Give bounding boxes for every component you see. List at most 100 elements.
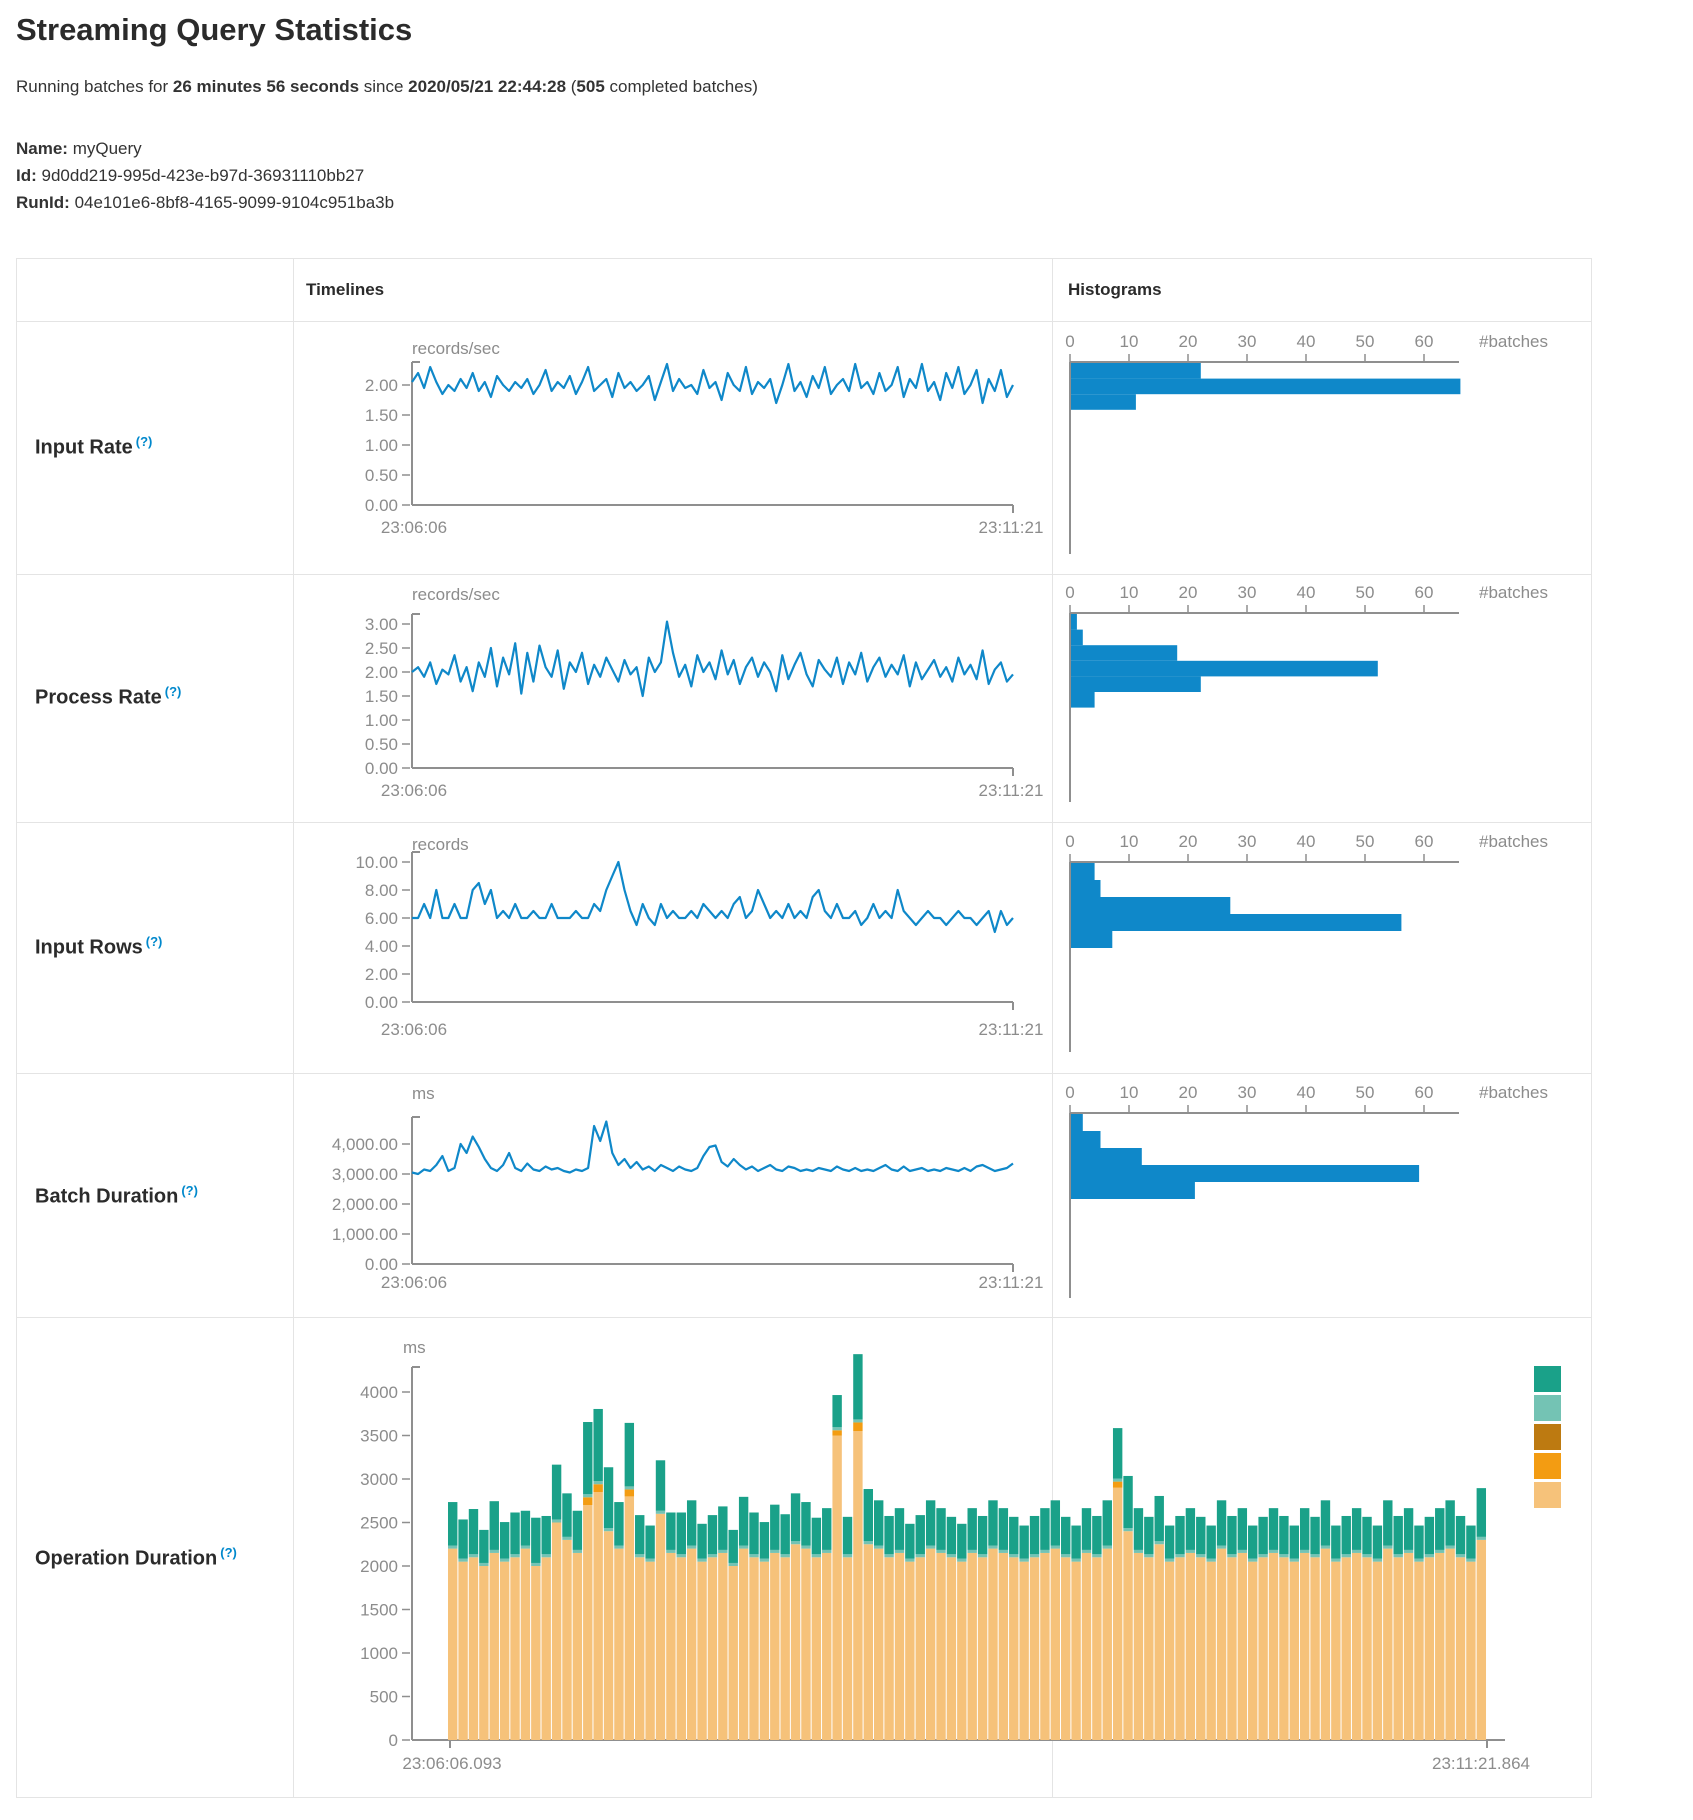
svg-text:0.00: 0.00 [365, 496, 398, 515]
svg-text:23:06:06: 23:06:06 [381, 1020, 447, 1039]
input-rate-histogram-chart: 0 10 20 30 40 50 60 #batches [1065, 332, 1548, 554]
svg-text:0: 0 [1065, 832, 1074, 851]
svg-text:20: 20 [1179, 583, 1198, 602]
row-label-process-rate: Process Rate (?) [35, 684, 181, 710]
svg-text:4000: 4000 [360, 1383, 398, 1402]
running-prefix: Running batches for [16, 77, 173, 96]
svg-text:2.50: 2.50 [365, 639, 398, 658]
row-label-input-rate: Input Rate (?) [35, 434, 152, 460]
svg-text:#batches: #batches [1479, 1083, 1548, 1102]
svg-text:records: records [412, 835, 469, 854]
table-border-5 [16, 1317, 1591, 1318]
running-duration: 26 minutes 56 seconds [172, 77, 360, 96]
svg-text:23:11:21: 23:11:21 [979, 518, 1044, 537]
batch-duration-label: Batch Duration [35, 1185, 179, 1208]
input-rows-label: Input Rows [35, 936, 143, 959]
svg-text:records/sec: records/sec [412, 585, 500, 604]
svg-text:1.50: 1.50 [365, 687, 398, 706]
svg-text:records/sec: records/sec [412, 339, 500, 358]
batches-suffix: completed batches) [604, 77, 758, 96]
start-time: 2020/05/21 22:44:28 [408, 77, 567, 96]
svg-text:50: 50 [1356, 583, 1375, 602]
svg-text:20: 20 [1179, 1083, 1198, 1102]
svg-text:30: 30 [1238, 332, 1257, 351]
svg-text:3000: 3000 [360, 1470, 398, 1489]
process-rate-timeline-chart: records/sec 3.00 2.50 2.00 1.50 1.00 0.50 0.00 2… [365, 585, 1044, 800]
svg-text:0: 0 [1065, 332, 1074, 351]
row-label-operation-duration: Operation Duration (?) [35, 1545, 237, 1571]
stats-table [16, 258, 1592, 1798]
svg-text:60: 60 [1415, 332, 1434, 351]
svg-text:0.00: 0.00 [365, 759, 398, 778]
svg-text:2,000.00: 2,000.00 [332, 1195, 398, 1214]
svg-text:3,000.00: 3,000.00 [332, 1165, 398, 1184]
process-rate-label: Process Rate [35, 686, 162, 709]
svg-text:8.00: 8.00 [365, 881, 398, 900]
svg-text:30: 30 [1238, 832, 1257, 851]
svg-text:2.00: 2.00 [365, 663, 398, 682]
completed-batches-count: 505 [576, 77, 605, 96]
svg-text:0: 0 [1065, 1083, 1074, 1102]
input-rate-help-icon[interactable]: (?) [135, 434, 153, 449]
svg-text:10: 10 [1120, 1083, 1139, 1102]
operation-duration-stacked-chart: ms 4000 3500 3000 2500 2000 1500 1000 500 023:06:… [360, 1338, 1530, 1773]
svg-text:4.00: 4.00 [365, 937, 398, 956]
batch-duration-help-icon[interactable]: (?) [181, 1183, 198, 1198]
svg-text:1,000.00: 1,000.00 [332, 1225, 398, 1244]
svg-text:ms: ms [412, 1084, 435, 1103]
svg-text:1500: 1500 [360, 1601, 398, 1620]
input-rate-timeline-chart: records/sec 2.00 1.50 1.00 0.50 0.00 23:06:06 2… [365, 339, 1044, 537]
svg-text:20: 20 [1179, 332, 1198, 351]
input-rows-histogram-chart: 0 10 20 30 40 50 60 #batches [1065, 832, 1548, 1052]
svg-text:40: 40 [1297, 1083, 1316, 1102]
svg-text:0.50: 0.50 [365, 466, 398, 485]
svg-text:2500: 2500 [360, 1514, 398, 1533]
svg-text:23:06:06: 23:06:06 [381, 781, 447, 800]
svg-text:#batches: #batches [1479, 583, 1548, 602]
table-border-4 [16, 1073, 1591, 1074]
svg-text:4,000.00: 4,000.00 [332, 1135, 398, 1154]
svg-text:60: 60 [1415, 832, 1434, 851]
svg-text:50: 50 [1356, 1083, 1375, 1102]
svg-text:0.00: 0.00 [365, 993, 398, 1012]
batch-duration-histogram-chart: 0 10 20 30 40 50 60 #batches [1065, 1083, 1548, 1298]
query-runid-line: RunId: 04e101e6-8bf8-4165-9099-9104c951b… [16, 193, 394, 213]
operation-duration-label: Operation Duration [35, 1547, 218, 1570]
table-border-3 [16, 822, 1591, 823]
input-rows-timeline-chart: records 10.00 8.00 6.00 4.00 2.00 0.00 23:06:06… [355, 835, 1043, 1039]
legend-swatch [1534, 1395, 1561, 1421]
legend-swatch [1534, 1366, 1561, 1392]
input-rows-help-icon[interactable]: (?) [145, 934, 163, 949]
svg-text:0.00: 0.00 [365, 1255, 398, 1274]
name-label: Name: [16, 139, 68, 158]
process-rate-histogram-chart: 0 10 20 30 40 50 60 #batches [1065, 583, 1548, 802]
svg-text:ms: ms [403, 1338, 426, 1357]
svg-text:20: 20 [1179, 832, 1198, 851]
svg-text:2.00: 2.00 [365, 965, 398, 984]
row-label-input-rows: Input Rows (?) [35, 934, 162, 960]
svg-text:23:06:06.093: 23:06:06.093 [402, 1754, 501, 1773]
svg-text:#batches: #batches [1479, 832, 1548, 851]
legend-swatch [1534, 1424, 1561, 1450]
svg-text:1.00: 1.00 [365, 436, 398, 455]
svg-text:30: 30 [1238, 1083, 1257, 1102]
process-rate-help-icon[interactable]: (?) [164, 684, 182, 699]
svg-text:10: 10 [1120, 832, 1139, 851]
svg-text:#batches: #batches [1479, 332, 1548, 351]
svg-text:3500: 3500 [360, 1427, 398, 1446]
runid-label: RunId: [16, 193, 70, 212]
svg-text:23:11:21.864: 23:11:21.864 [1432, 1754, 1530, 1773]
svg-text:500: 500 [370, 1688, 398, 1707]
legend-swatch [1534, 1453, 1561, 1479]
svg-text:10: 10 [1120, 583, 1139, 602]
table-divider-labels [293, 258, 294, 1797]
since-text: since [359, 77, 409, 96]
paren-open: ( [566, 77, 577, 96]
id-label: Id: [16, 166, 37, 185]
operation-duration-help-icon[interactable]: (?) [220, 1545, 237, 1560]
svg-text:40: 40 [1297, 583, 1316, 602]
timelines-column-header: Timelines [306, 280, 385, 299]
input-rate-label: Input Rate [35, 436, 133, 459]
svg-text:10: 10 [1120, 332, 1139, 351]
svg-text:6.00: 6.00 [365, 909, 398, 928]
